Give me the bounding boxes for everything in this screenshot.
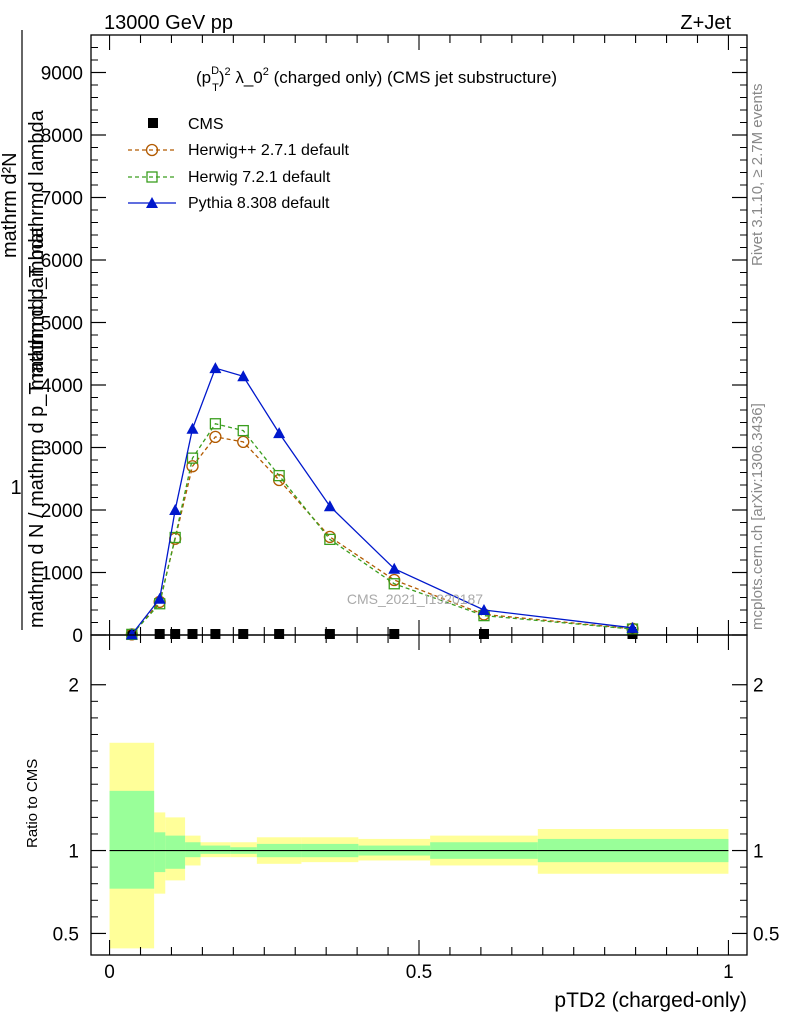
pythia-point-1: [153, 592, 166, 604]
plot-title-sup-d: D: [211, 65, 219, 77]
x-tick-label-0: 0: [104, 962, 115, 983]
ratio-y-tick-label-right-2: 2: [753, 676, 764, 697]
plot-title-sup-2a: 2: [224, 66, 230, 78]
cms-point-6: [274, 629, 285, 639]
ratio-y-tick-label-right-0: 0.5: [753, 924, 779, 945]
pythia-point-6: [273, 427, 286, 439]
cms-point-5: [238, 629, 249, 639]
herwig7-point-3: [186, 452, 199, 464]
x-tick-label-2: 1: [723, 962, 734, 983]
cms-point-1: [154, 629, 165, 639]
pythia-point-8: [388, 562, 401, 574]
herwigpp-point-4: [209, 430, 222, 444]
pythia-point-3: [186, 422, 199, 434]
plot-title-mid: ): [219, 68, 225, 87]
pythia-point-10: [626, 621, 639, 633]
plot-title-sub-t: T: [212, 82, 219, 94]
y-tick-label-1: 1000: [41, 564, 83, 585]
ratio-band-inner-1: [154, 832, 166, 873]
header-right: Z+Jet: [680, 12, 731, 34]
main-plot: 0 1000 2000 3000 4000 5000 6000 7000 8000 9000: [41, 34, 748, 647]
x-tick-label-1: 0.5: [406, 962, 432, 983]
cms-point-8: [389, 629, 400, 639]
ratio-y-label: Ratio to CMS: [24, 759, 41, 848]
pythia-point-9: [477, 604, 490, 615]
ratio-y-tick-label-right-1: 1: [753, 842, 764, 863]
y-label-line1: mathrm d N / mathrm d p_T mathrmd lambda: [26, 226, 48, 628]
legend-marker-herwig7: [146, 171, 158, 183]
pythia-point-7: [323, 500, 336, 512]
ratio-y-tick-label-1: 1: [68, 842, 79, 863]
series-line-2: [131, 423, 633, 635]
ratio-band-inner-4: [200, 845, 231, 854]
herwig7-point-6: [273, 469, 285, 482]
pythia-point-5: [237, 370, 250, 382]
legend-label-cms: CMS: [188, 116, 224, 133]
ratio-band-inner-2: [165, 835, 186, 869]
cms-point-9: [478, 629, 489, 639]
plot-title-rest: (charged only) (CMS jet substructure): [269, 68, 557, 87]
legend-marker-cms: [148, 118, 158, 128]
y-tick-label-4: 4000: [41, 376, 83, 397]
header-left: 13000 GeV pp: [104, 12, 233, 34]
plot-title-prefix: (p: [196, 68, 211, 87]
watermark: CMS_2021_I1920187: [347, 591, 483, 607]
plot-title-lambda: λ_0: [231, 68, 263, 87]
herwig7-point-8: [388, 578, 400, 590]
y-label-one: 1: [10, 477, 21, 499]
ratio-y-tick-label-0: 0.5: [53, 924, 79, 945]
pythia-point-4: [209, 362, 222, 374]
plot-title-sup-2b: 2: [263, 66, 269, 78]
herwigpp-point-5: [237, 435, 250, 449]
y-tick-label-5: 5000: [41, 314, 83, 335]
x-axis-label: pTD2 (charged-only): [554, 989, 747, 1012]
y-label-line2: mathrm d²N: [0, 152, 21, 258]
herwigpp-point-3: [186, 460, 199, 473]
y-tick-label-3: 3000: [41, 439, 83, 460]
y-axis-label: 1 mathrm d N / mathrm d p_T mathrmd lamb…: [0, 30, 48, 630]
y-tick-label-6: 6000: [41, 251, 83, 272]
y-tick-label-9: 9000: [41, 64, 83, 85]
mcplots-label: mcplots.cern.ch [arXiv:1306.3436]: [749, 403, 766, 630]
y-tick-label-8: 8000: [41, 126, 83, 147]
cms-point-7: [324, 629, 335, 639]
y-tick-label-2: 2000: [41, 501, 83, 522]
ratio-y-tick-label-2: 2: [68, 676, 79, 697]
plot-title: (pD T)2 λ_02 (charged only) (CMS jet subs…: [196, 65, 557, 94]
legend: CMS Herwig++ 2.7.1 default Herwig 7.2.1 …: [128, 116, 350, 212]
legend-label-herwigpp: Herwig++ 2.7.1 default: [188, 142, 350, 159]
pythia-point-2: [169, 504, 182, 515]
legend-label-herwig7: Herwig 7.2.1 default: [188, 169, 331, 186]
herwig7-point-5: [237, 424, 249, 437]
herwig7-point-4: [209, 418, 222, 430]
ratio-frame: [90, 634, 748, 956]
legend-label-pythia: Pythia 8.308 default: [188, 195, 330, 212]
ratio-band-inner-3: [185, 842, 201, 858]
rivet-label: Rivet 3.1.10, ≥ 2.7M events: [749, 84, 766, 267]
herwigpp-point-7: [323, 530, 337, 544]
cms-point-3: [187, 629, 198, 639]
herwig7-point-7: [324, 533, 336, 546]
pythia-point-0: [125, 628, 138, 640]
ratio-band-inner-0: [109, 790, 155, 889]
ratio-plot: 0 0.5 1 0.5 0.5 1 1 2 2: [53, 634, 779, 983]
y-label-line3: mathrm d p_T mathrmd lambda: [26, 109, 48, 390]
cms-point-2: [170, 629, 181, 639]
legend-marker-pythia: [146, 197, 158, 208]
y-tick-label-0: 0: [72, 626, 83, 647]
y-tick-label-7: 7000: [41, 189, 83, 210]
legend-marker-herwigpp: [145, 143, 159, 157]
cms-point-4: [210, 629, 221, 639]
